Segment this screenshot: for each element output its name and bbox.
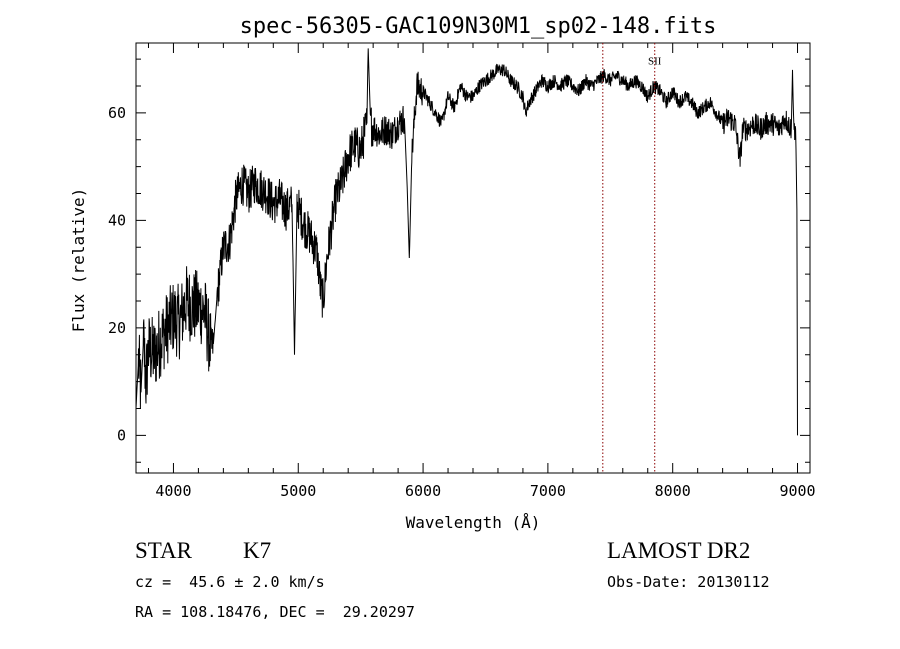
chart-title: spec-56305-GAC109N30M1_sp02-148.fits xyxy=(240,14,717,39)
coords-label: RA = 108.18476, DEC = 29.20297 xyxy=(135,603,415,621)
y-tick-label: 20 xyxy=(108,319,126,337)
obs-date-label: Obs-Date: 20130112 xyxy=(607,573,770,591)
x-tick-label: 9000 xyxy=(779,482,815,500)
redshift-label: cz = 45.6 ± 2.0 km/s xyxy=(135,573,325,591)
x-axis-label: Wavelength (Å) xyxy=(406,513,541,532)
subclass-label: K7 xyxy=(243,538,272,563)
x-tick-label: 5000 xyxy=(280,482,316,500)
survey-label: LAMOST DR2 xyxy=(607,538,751,563)
x-tick-label: 6000 xyxy=(405,482,441,500)
y-tick-label: 40 xyxy=(108,211,126,229)
x-tick-label: 8000 xyxy=(655,482,691,500)
x-tick-label: 7000 xyxy=(530,482,566,500)
y-axis-label: Flux (relative) xyxy=(69,188,88,333)
y-tick-label: 0 xyxy=(117,426,126,444)
spectrum-line xyxy=(135,48,798,436)
y-tick-label: 60 xyxy=(108,104,126,122)
line-annotation: SII xyxy=(648,56,662,68)
x-tick-label: 4000 xyxy=(155,482,191,500)
object-class-label: STAR xyxy=(135,538,192,563)
